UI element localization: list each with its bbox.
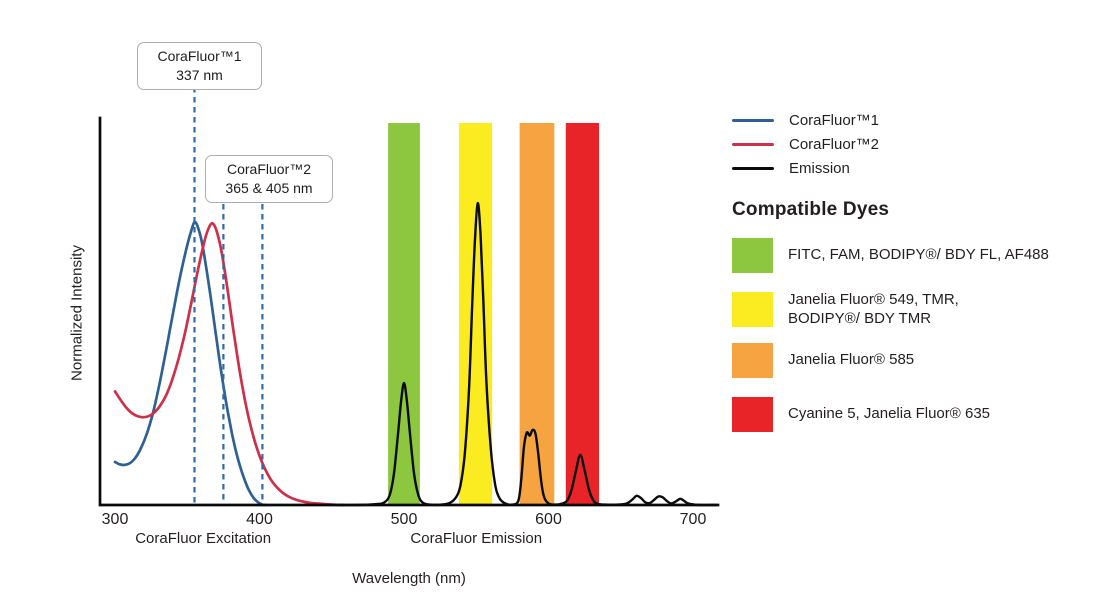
dye-color-swatch <box>732 238 773 273</box>
compatible-dyes-heading: Compatible Dyes <box>732 199 890 220</box>
x-tick-label-300: 300 <box>101 511 129 528</box>
spectra-plot <box>98 87 720 507</box>
legend-entry-0: CoraFluor™1 <box>732 111 880 129</box>
dye-row-1: Janelia Fluor® 549, TMR, BODIPY®/ BDY TMR <box>732 291 959 328</box>
excitation-curve-corafluor1 <box>113 220 267 507</box>
legend-line-icon <box>732 166 774 170</box>
legend-entry-1: CoraFluor™2 <box>732 135 880 153</box>
legend-entry-label: Emission <box>789 159 850 177</box>
emission-curve <box>337 201 718 507</box>
filter-band-3 <box>565 123 599 505</box>
filter-band-0 <box>388 123 420 505</box>
callout-corafluor2-value: 365 & 405 nm <box>225 179 313 196</box>
legend-entry-2: Emission <box>732 159 879 177</box>
callout-corafluor2: CoraFluor™2 365 & 405 nm <box>205 155 333 203</box>
dye-color-swatch <box>732 397 773 432</box>
dye-row-0: FITC, FAM, BODIPY®/ BDY FL, AF488 <box>732 238 1049 273</box>
dye-label: Janelia Fluor® 585 <box>788 351 915 369</box>
dye-row-3: Cyanine 5, Janelia Fluor® 635 <box>732 397 990 432</box>
axis-section-label-0: CoraFluor Excitation <box>135 530 272 547</box>
legend-entry-label: CoraFluor™1 <box>789 111 880 129</box>
callout-corafluor1-value: 337 nm <box>176 66 223 83</box>
axis-section-label-1: CoraFluor Emission <box>410 530 543 547</box>
callout-corafluor1-title: CoraFluor™1 <box>157 48 242 64</box>
x-tick-label-600: 600 <box>535 511 562 528</box>
legend-line-icon <box>732 142 774 146</box>
callout-corafluor2-title: CoraFluor™2 <box>226 161 312 177</box>
dye-color-swatch <box>732 292 773 328</box>
x-tick-label-500: 500 <box>390 511 418 528</box>
filter-band-1 <box>458 123 493 505</box>
dye-label: Cyanine 5, Janelia Fluor® 635 <box>788 405 991 423</box>
dye-row-2: Janelia Fluor® 585 <box>732 343 914 378</box>
dye-color-swatch <box>732 343 773 378</box>
x-axis-title: Wavelength (nm) <box>352 570 466 587</box>
callout-corafluor1: CoraFluor™1 337 nm <box>137 42 262 90</box>
legend: CoraFluor™1 CoraFluor™2 Emission <box>732 112 879 184</box>
x-tick-label-400: 400 <box>246 511 273 528</box>
axes <box>98 116 720 507</box>
excitation-curve-corafluor2 <box>113 221 345 507</box>
y-axis-title: Normalized Intensity <box>68 245 86 381</box>
dye-label: Janelia Fluor® 549, TMR, BODIPY®/ BDY TMR <box>788 291 959 327</box>
legend-line-icon <box>732 118 774 122</box>
legend-entry-label: CoraFluor™2 <box>789 135 880 153</box>
x-tick-label-700: 700 <box>679 511 707 528</box>
dye-label: FITC, FAM, BODIPY®/ BDY FL, AF488 <box>788 246 1049 264</box>
